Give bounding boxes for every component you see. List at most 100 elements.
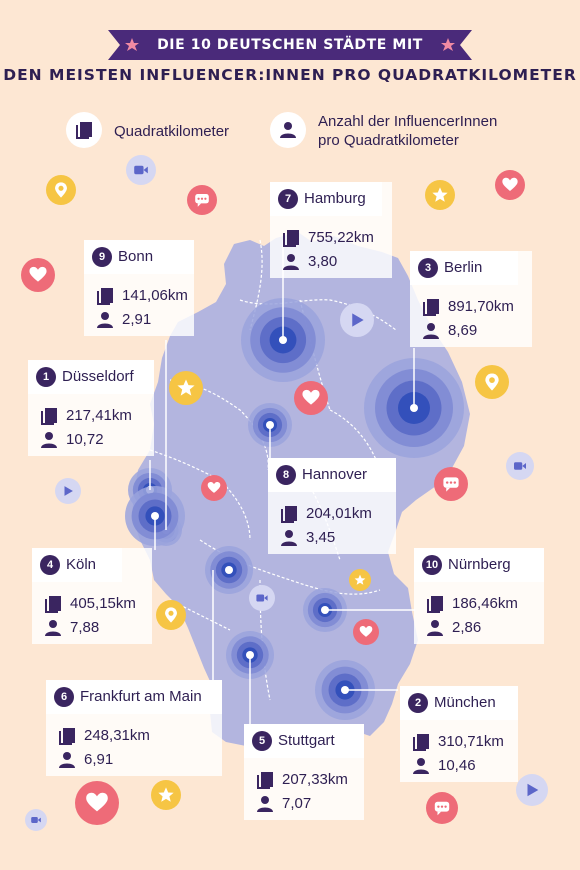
rank-badge: 2 (408, 693, 428, 713)
video-icon (506, 452, 534, 480)
influencer-value: 3,80 (308, 253, 338, 270)
city-name: München (434, 694, 496, 711)
city-name: Bonn (118, 248, 154, 265)
city-card-header: 9 Bonn (84, 240, 194, 274)
rank-badge: 3 (418, 258, 438, 278)
area-icon (41, 408, 57, 425)
banner-ribbon (108, 30, 472, 60)
city-name: Hamburg (304, 190, 366, 207)
play-icon (55, 478, 81, 504)
area-icon (413, 734, 429, 751)
influencer-value: 7,88 (70, 619, 100, 636)
area-icon (283, 230, 299, 247)
city-card-header: 1 Düsseldorf (28, 360, 154, 394)
rank-badge: 8 (276, 465, 296, 485)
area-value: 141,06km (122, 287, 188, 304)
star-icon (151, 780, 181, 810)
person-icon (257, 796, 273, 812)
rank-badge: 7 (278, 189, 298, 209)
heart-icon (201, 475, 227, 501)
heart-icon (294, 381, 328, 415)
influencer-value: 2,91 (122, 311, 152, 328)
heart-icon (21, 258, 55, 292)
area-value: 755,22km (308, 229, 374, 246)
city-card: 10 Nürnberg 186,46km 2,86 (414, 548, 544, 644)
person-icon (427, 620, 443, 636)
city-card: 7 Hamburg 755,22km 3,80 (270, 182, 392, 278)
rank-badge: 1 (36, 367, 56, 387)
city-card: 9 Bonn 141,06km 2,91 (84, 240, 194, 336)
city-name: Stuttgart (278, 732, 335, 749)
influencer-value: 10,72 (66, 431, 104, 448)
rank-badge: 9 (92, 247, 112, 267)
area-icon (281, 506, 297, 523)
area-value: 217,41km (66, 407, 132, 424)
person-icon (45, 620, 61, 636)
title-line-1: DIE 10 DEUTSCHEN STÄDTE MIT (157, 37, 423, 53)
star-icon (125, 38, 139, 51)
area-icon (59, 728, 75, 745)
rank-badge: 6 (54, 687, 74, 707)
rank-badge: 5 (252, 731, 272, 751)
city-name: Nürnberg (448, 556, 511, 573)
area-icon (45, 596, 61, 613)
person-icon (281, 530, 297, 546)
city-card-header: 4 Köln (32, 548, 122, 582)
star-icon (425, 180, 455, 210)
influencer-value: 7,07 (282, 795, 312, 812)
city-card: 5 Stuttgart 207,33km 7,07 (244, 724, 364, 820)
area-icon (427, 596, 443, 613)
area-icon (257, 772, 273, 789)
city-card-header: 6 Frankfurt am Main (46, 680, 222, 714)
play-icon (340, 303, 374, 337)
person-icon (97, 312, 113, 328)
star-icon (169, 371, 203, 405)
heart-icon (75, 781, 119, 825)
legend-person-icon (270, 112, 306, 148)
location-pin-icon (475, 365, 509, 399)
area-icon (76, 122, 92, 139)
influencer-value: 3,45 (306, 529, 336, 546)
city-card: 4 Köln 405,15km 7,88 (32, 548, 152, 644)
chat-icon (434, 467, 468, 501)
influencer-value: 8,69 (448, 322, 478, 339)
rank-badge: 4 (40, 555, 60, 575)
city-name: Düsseldorf (62, 368, 134, 385)
chat-icon (187, 185, 217, 215)
city-card: 8 Hannover 204,01km 3,45 (268, 458, 396, 554)
city-card-header: 3 Berlin (410, 251, 518, 285)
city-card: 1 Düsseldorf 217,41km 10,72 (28, 360, 154, 456)
chat-icon (426, 792, 458, 824)
person-icon (283, 254, 299, 270)
influencer-value: 10,46 (438, 757, 476, 774)
city-name: Berlin (444, 259, 483, 276)
city-name: Köln (66, 556, 97, 573)
city-name: Frankfurt am Main (80, 688, 202, 705)
video-icon (249, 585, 275, 611)
title-line-2: DEN MEISTEN INFLUENCER:INNEN PRO QUADRAT… (3, 66, 577, 84)
legend-influencer-label-1: Anzahl der InfluencerInnen (318, 113, 498, 130)
city-card-header: 2 München (400, 686, 518, 720)
play-icon (516, 774, 548, 806)
person-icon (423, 323, 439, 339)
area-icon (423, 299, 439, 316)
title-banner: DIE 10 DEUTSCHEN STÄDTE MIT (108, 30, 472, 60)
area-value: 310,71km (438, 733, 504, 750)
video-icon (25, 809, 47, 831)
legend-influencer-label-2: pro Quadratkilometer (318, 132, 459, 149)
city-name: Hannover (302, 466, 368, 483)
area-value: 204,01km (306, 505, 372, 522)
area-value: 207,33km (282, 771, 348, 788)
area-icon (97, 288, 113, 305)
heart-icon (495, 170, 525, 200)
city-card-header: 10 Nürnberg (414, 548, 544, 582)
area-value: 248,31km (84, 727, 150, 744)
influencer-value: 6,91 (84, 751, 114, 768)
city-card: 3 Berlin 891,70km 8,69 (410, 251, 532, 347)
area-value: 186,46km (452, 595, 518, 612)
city-marker (205, 546, 253, 594)
heart-icon (353, 619, 379, 645)
person-icon (413, 758, 429, 774)
star-icon (349, 569, 371, 591)
